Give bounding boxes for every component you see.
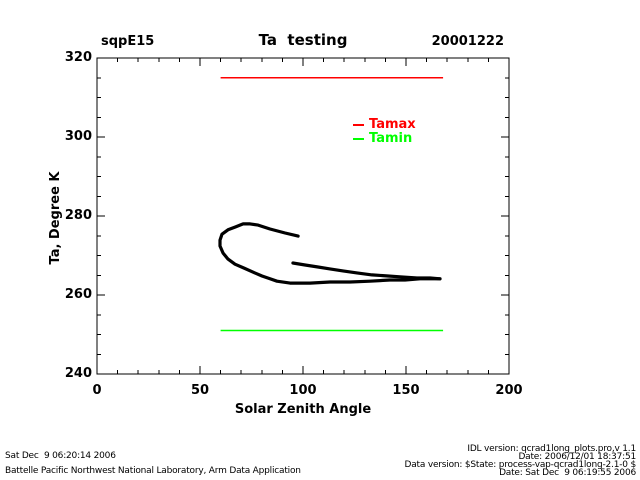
y-tick-label: 260: [64, 287, 92, 302]
series-Ta-main-loop: [218, 222, 442, 285]
legend-label-tamin: Tamin: [369, 131, 413, 146]
x-tick-label: 150: [392, 383, 420, 398]
x-tick-label: 200: [495, 383, 523, 398]
x-tick-label: 0: [92, 383, 102, 398]
y-tick-label: 300: [64, 129, 92, 144]
footer-timestamp: Sat Dec 9 06:20:14 2006: [5, 451, 116, 461]
x-tick-label: 100: [289, 383, 317, 398]
y-tick-label: 240: [64, 366, 92, 381]
x-axis-title: Solar Zenith Angle: [234, 402, 372, 417]
footer-idl-date: Date: 2006/12/01 18:37:51: [518, 452, 636, 462]
footer-data-date: Date: Sat Dec 9 06:19:55 2006: [499, 468, 636, 478]
y-tick-label: 320: [64, 50, 92, 65]
site-label: sqpE15: [101, 34, 155, 49]
tamax-line-swatch: [353, 124, 364, 126]
y-tick-label: 280: [64, 208, 92, 223]
tamin-line-swatch: [353, 138, 364, 140]
x-tick-label: 50: [190, 383, 210, 398]
footer-data-version: Data version: $State: process-vap-qcrad1…: [404, 460, 636, 470]
series-Ta-evening-branch: [291, 261, 442, 281]
footer-idl-version: IDL version: qcrad1long_plots.pro,v 1.1: [467, 444, 636, 454]
plot-title: Ta testing: [258, 31, 348, 49]
axes-frame: [96, 57, 510, 375]
footer-organization: Battelle Pacific Northwest National Labo…: [5, 466, 301, 476]
legend-label-tamax: Tamax: [369, 117, 416, 132]
date-label: 20001222: [431, 34, 504, 49]
